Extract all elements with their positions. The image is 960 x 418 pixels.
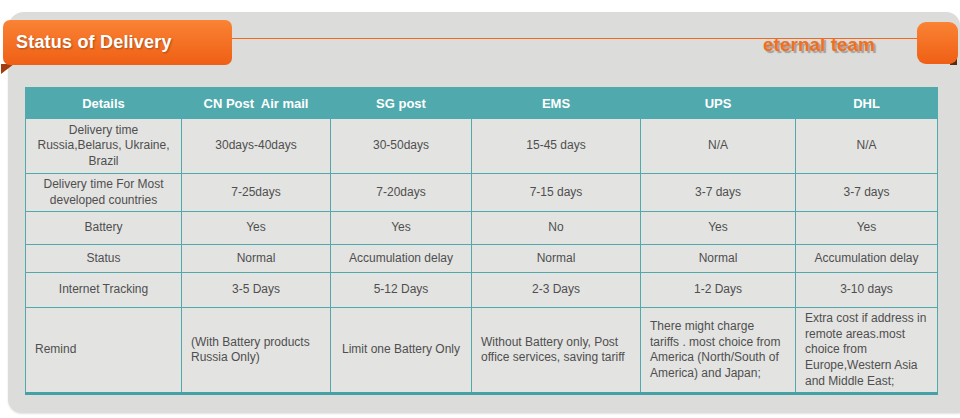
- row-label: Internet Tracking: [26, 273, 182, 308]
- table-row-delivery-time-russia: Delivery time Russia,Belarus, Ukraine, B…: [26, 119, 938, 174]
- column-header-cn-post: CN Post Air mail: [182, 88, 331, 119]
- table-row-internet-tracking: Internet Tracking 3-5 Days 5-12 Days 2-3…: [26, 273, 938, 308]
- table-cell: 3-7 days: [796, 174, 938, 212]
- table-cell: Accumulation delay: [331, 245, 472, 273]
- table-cell: Yes: [182, 212, 331, 245]
- page-title: Status of Delivery: [16, 32, 172, 53]
- corner-tab: [917, 22, 958, 64]
- table-cell: Normal: [182, 245, 331, 273]
- table-cell: 3-5 Days: [182, 273, 331, 308]
- table-cell: No: [472, 212, 641, 245]
- table-cell: There might charge tariffs . most choice…: [641, 308, 796, 394]
- delivery-table: Details CN Post Air mail SG post EMS UPS…: [25, 87, 938, 395]
- table-cell: 5-12 Days: [331, 273, 472, 308]
- table-cell: 15-45 days: [472, 119, 641, 174]
- table-cell: Limit one Battery Only: [331, 308, 472, 394]
- table-row-remind: Remind (With Battery products Russia Onl…: [26, 308, 938, 394]
- table-cell: 7-25days: [182, 174, 331, 212]
- table-cell: Normal: [472, 245, 641, 273]
- column-header-details: Details: [26, 88, 182, 119]
- row-label: Battery: [26, 212, 182, 245]
- column-header-sg-post: SG post: [331, 88, 472, 119]
- column-header-ems: EMS: [472, 88, 641, 119]
- table-cell: Yes: [331, 212, 472, 245]
- table-cell: 3-10 days: [796, 273, 938, 308]
- table-cell: Normal: [641, 245, 796, 273]
- table-cell: 3-7 days: [641, 174, 796, 212]
- table-row-delivery-time-developed: Delivery time For Most developed countri…: [26, 174, 938, 212]
- table-cell: Yes: [796, 212, 938, 245]
- table-cell: 30days-40days: [182, 119, 331, 174]
- table-row-battery: Battery Yes Yes No Yes Yes: [26, 212, 938, 245]
- table-cell: 30-50days: [331, 119, 472, 174]
- table-cell: Yes: [641, 212, 796, 245]
- table-cell: 7-15 days: [472, 174, 641, 212]
- table-cell: (With Battery products Russia Only): [182, 308, 331, 394]
- table-cell: Without Battery only, Post office servic…: [472, 308, 641, 394]
- page: Status of Delivery eternal team Details …: [0, 0, 960, 418]
- row-label: Status: [26, 245, 182, 273]
- table-cell: N/A: [641, 119, 796, 174]
- row-label: Delivery time Russia,Belarus, Ukraine, B…: [26, 119, 182, 174]
- table-cell: 2-3 Days: [472, 273, 641, 308]
- column-header-dhl: DHL: [796, 88, 938, 119]
- column-header-ups: UPS: [641, 88, 796, 119]
- team-label: eternal team: [763, 34, 875, 56]
- table-row-status: Status Normal Accumulation delay Normal …: [26, 245, 938, 273]
- title-banner: Status of Delivery: [3, 20, 232, 65]
- table-cell: N/A: [796, 119, 938, 174]
- table-header-row: Details CN Post Air mail SG post EMS UPS…: [26, 88, 938, 119]
- table-cell: Accumulation delay: [796, 245, 938, 273]
- table-cell: Extra cost if address in remote areas.mo…: [796, 308, 938, 394]
- row-label: Delivery time For Most developed countri…: [26, 174, 182, 212]
- row-label: Remind: [26, 308, 182, 394]
- table-cell: 7-20days: [331, 174, 472, 212]
- table-cell: 1-2 Days: [641, 273, 796, 308]
